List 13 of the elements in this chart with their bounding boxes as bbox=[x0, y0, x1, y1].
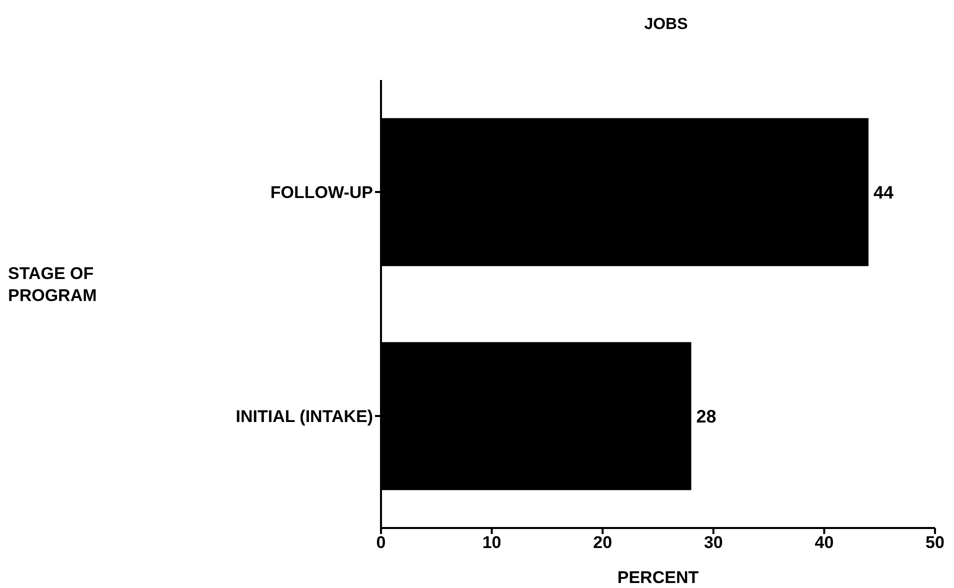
chart-title: JOBS bbox=[643, 16, 689, 34]
x-tick-label: 0 bbox=[376, 533, 386, 552]
x-tick-label: 40 bbox=[814, 533, 834, 552]
data-label: 28 bbox=[696, 406, 716, 426]
y-tick-label: INITIAL (INTAKE) bbox=[236, 407, 373, 426]
data-label: 44 bbox=[874, 182, 894, 202]
y-tick-label: FOLLOW-UP bbox=[270, 183, 373, 202]
x-tick-label: 20 bbox=[593, 533, 612, 552]
text: STAGE OF PROGRAM bbox=[8, 263, 98, 307]
x-tick-label: 10 bbox=[482, 533, 502, 552]
x-axis-title: PERCENT bbox=[617, 568, 700, 587]
x-tick-label: 50 bbox=[926, 533, 944, 552]
x-tick-label: 30 bbox=[704, 533, 723, 552]
